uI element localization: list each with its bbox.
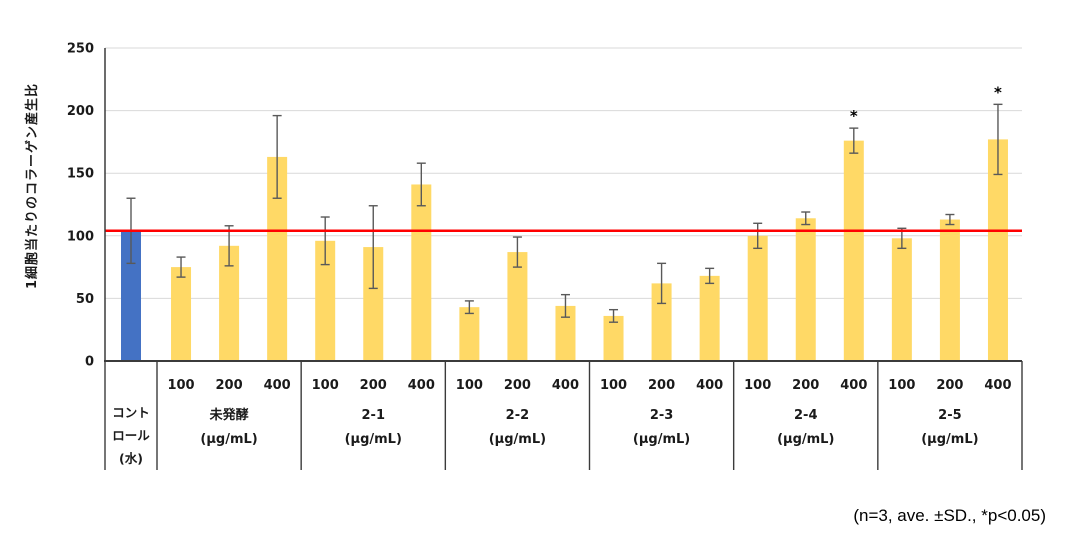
- sample-bar: [315, 240, 336, 361]
- y-tick-label: 150: [67, 167, 94, 182]
- dose-label: 200: [936, 378, 963, 393]
- sample-bar: [171, 267, 192, 361]
- sample-bar: [891, 238, 912, 361]
- dose-label: 200: [504, 378, 531, 393]
- sample-bar: [699, 275, 720, 361]
- significance-marker: *: [850, 107, 858, 125]
- sample-bar: [795, 218, 816, 361]
- group-label: 2-5: [938, 408, 962, 423]
- dose-label: 100: [167, 378, 194, 393]
- group-label: 2-1: [362, 408, 386, 423]
- dose-label: 400: [264, 378, 291, 393]
- sample-bar: [747, 235, 768, 361]
- group-label: 2-2: [506, 408, 530, 423]
- control-label-line: コント: [112, 405, 150, 420]
- dose-label: 400: [552, 378, 579, 393]
- dose-label: 200: [360, 378, 387, 393]
- group-unit-label: (μg/mL): [633, 432, 690, 447]
- control-label-line: ロール: [112, 428, 150, 443]
- control-bar: [121, 230, 141, 361]
- sample-bar: [219, 245, 240, 361]
- dose-label: 200: [792, 378, 819, 393]
- group-label: 未発酵: [209, 407, 249, 423]
- sample-bar: [987, 139, 1008, 361]
- control-label-line: (水): [119, 451, 143, 466]
- sample-bar: [555, 305, 576, 361]
- dose-label: 400: [696, 378, 723, 393]
- dose-label: 400: [408, 378, 435, 393]
- stats-annotation: (n=3, ave. ±SD., *p<0.05): [853, 506, 1046, 525]
- group-unit-label: (μg/mL): [345, 432, 402, 447]
- group-label: 2-4: [794, 408, 818, 423]
- y-tick-label: 50: [76, 292, 94, 307]
- sample-bar: [843, 140, 864, 361]
- group-label: 2-3: [650, 408, 674, 423]
- dose-label: 400: [984, 378, 1011, 393]
- y-tick-label: 0: [85, 355, 94, 370]
- sample-bar: [363, 247, 384, 361]
- sample-bar: [651, 283, 672, 361]
- sample-bar: [507, 252, 528, 361]
- sample-bar: [267, 156, 288, 361]
- y-tick-label: 200: [67, 104, 94, 119]
- dose-label: 200: [648, 378, 675, 393]
- dose-label: 100: [744, 378, 771, 393]
- significance-marker: *: [994, 83, 1002, 101]
- group-unit-label: (μg/mL): [921, 432, 978, 447]
- y-tick-label: 100: [67, 229, 94, 244]
- group-unit-label: (μg/mL): [489, 432, 546, 447]
- dose-label: 400: [840, 378, 867, 393]
- dose-label: 100: [456, 378, 483, 393]
- sample-bar: [411, 184, 432, 361]
- dose-label: 100: [312, 378, 339, 393]
- sample-bar: [939, 219, 960, 361]
- group-unit-label: (μg/mL): [777, 432, 834, 447]
- sample-bar: [603, 315, 624, 361]
- dose-label: 100: [600, 378, 627, 393]
- y-tick-label: 250: [67, 42, 94, 57]
- dose-label: 100: [888, 378, 915, 393]
- group-unit-label: (μg/mL): [200, 432, 257, 447]
- sample-bar: [459, 307, 480, 361]
- dose-label: 200: [216, 378, 243, 393]
